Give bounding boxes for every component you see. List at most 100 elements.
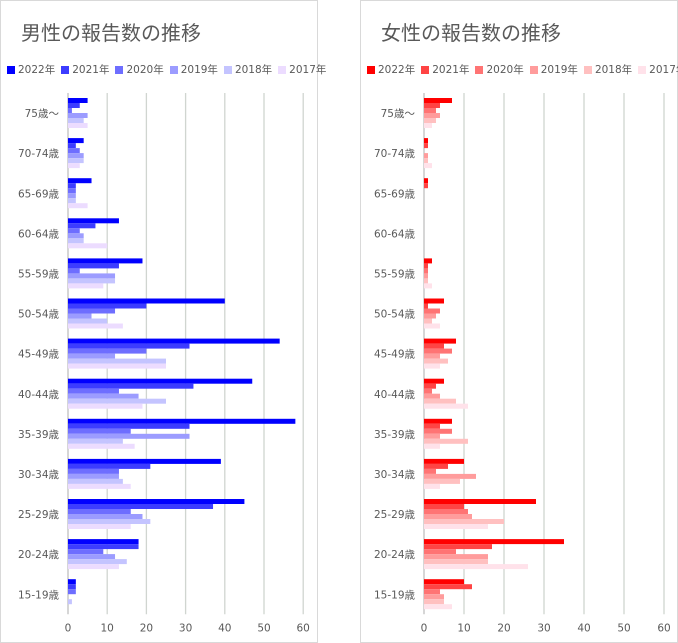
legend-item: 2017年: [278, 62, 326, 77]
bar: [424, 499, 536, 504]
bar: [424, 258, 432, 264]
bar: [68, 158, 84, 164]
x-tick-label: 50: [617, 622, 630, 634]
bar: [68, 198, 76, 204]
x-tick-label: 10: [457, 622, 470, 634]
bar: [68, 393, 139, 399]
category-label: 40-44歳: [374, 389, 416, 401]
bar: [68, 278, 116, 284]
legend-label: 2022年: [18, 64, 56, 76]
bar: [424, 323, 440, 329]
bar: [424, 308, 440, 314]
bar: [424, 278, 428, 284]
bar: [424, 483, 440, 489]
legend-item: 2020年: [115, 62, 164, 77]
bar: [424, 338, 456, 344]
bar: [424, 579, 464, 585]
bar: [68, 383, 194, 389]
legend-label: 2021年: [72, 64, 110, 76]
bar: [424, 443, 440, 449]
bar: [68, 418, 296, 424]
legend-label: 2022年: [378, 64, 416, 76]
legend-label: 2018年: [594, 64, 633, 76]
bar: [68, 283, 104, 289]
bar: [424, 348, 452, 354]
bar: [424, 539, 564, 545]
bar: [68, 183, 76, 189]
bar: [68, 544, 139, 550]
category-label: 30-34歳: [374, 469, 416, 481]
bar: [68, 584, 76, 590]
bar: [68, 233, 84, 239]
x-tick-label: 40: [577, 622, 590, 634]
bar: [424, 283, 432, 289]
legend-swatch: [115, 65, 124, 74]
category-label: 30-34歳: [18, 469, 60, 481]
bar: [68, 358, 166, 364]
bar: [68, 118, 84, 123]
bar: [424, 458, 464, 464]
bar: [68, 378, 253, 384]
bar: [68, 499, 245, 504]
legend-item: 2018年: [223, 62, 273, 77]
category-label: 75歳〜: [381, 108, 416, 120]
bar: [424, 153, 428, 159]
legend-item: 2022年: [367, 62, 415, 77]
category-label: 20-24歳: [18, 549, 60, 561]
bar: [424, 178, 428, 184]
legend-item: 2022年: [7, 62, 55, 77]
legend-item: 2021年: [421, 62, 469, 77]
chart-legend: 2022年 2021年 2020年 2019年 2018年 2017年: [367, 62, 678, 77]
legend-swatch: [529, 65, 538, 74]
bar: [424, 183, 428, 189]
bar: [68, 463, 151, 469]
bar: [424, 509, 468, 514]
category-label: 20-24歳: [374, 549, 416, 561]
bar: [424, 403, 468, 409]
bar: [424, 428, 452, 434]
bar: [424, 589, 440, 595]
bar: [424, 113, 440, 118]
bar: [68, 514, 143, 519]
chart-legend: 2022年 2021年 2020年 2019年 2018年 2017年: [7, 62, 326, 77]
female-chart-panel: 女性の報告数の推移 2022年 2021年 2020年 2019年 2018年 2017年…: [360, 0, 678, 643]
legend-swatch: [223, 65, 232, 74]
legend-item: 2019年: [529, 62, 578, 77]
legend-item: 2021年: [61, 62, 109, 77]
bar: [68, 138, 84, 144]
category-label: 35-39歳: [374, 429, 416, 441]
bar: [68, 308, 116, 314]
x-tick-label: 20: [497, 622, 510, 634]
bar: [68, 579, 76, 585]
bar: [68, 313, 92, 319]
bar: [68, 218, 119, 224]
bar: [424, 584, 472, 590]
bar: [68, 348, 147, 354]
legend-swatch: [169, 65, 178, 74]
male-chart-panel: 男性の報告数の推移 2022年 2021年 2020年 2019年 2018年 2017年…: [0, 0, 326, 643]
bar: [68, 113, 88, 118]
bar: [68, 388, 119, 394]
legend-label: 2018年: [234, 64, 273, 76]
category-label: 65-69歳: [18, 188, 60, 200]
bar: [68, 143, 76, 149]
bar: [424, 343, 444, 349]
bar: [424, 549, 456, 555]
bar: [68, 228, 80, 234]
bar: [68, 524, 131, 529]
bar: [68, 589, 76, 595]
category-label: 75歳〜: [25, 108, 60, 120]
x-tick-label: 0: [421, 622, 428, 634]
bar: [424, 158, 428, 164]
bar: [68, 303, 147, 309]
category-label: 60-64歳: [18, 228, 60, 240]
bar: [68, 318, 108, 324]
bar: [68, 263, 119, 269]
bar: [68, 243, 108, 249]
bar: [68, 108, 72, 113]
bar: [68, 504, 214, 509]
bar: [424, 353, 440, 359]
bar: [424, 468, 436, 474]
bar: [68, 509, 131, 514]
legend-swatch: [421, 65, 430, 74]
